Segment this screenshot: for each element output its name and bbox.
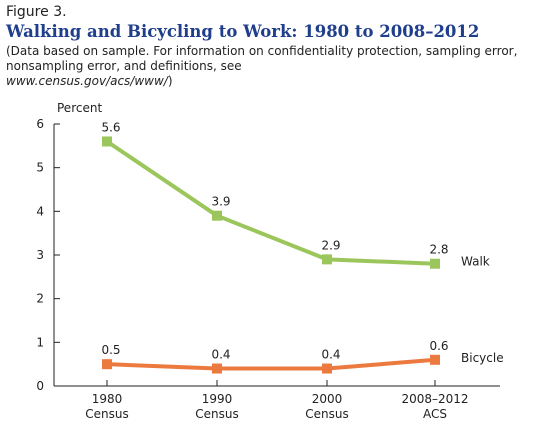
note-url[interactable]: www.census.gov/acs/www/ bbox=[6, 74, 168, 88]
x-tick-label: Census bbox=[195, 407, 238, 421]
y-tick-label: 6 bbox=[36, 117, 44, 131]
y-tick-label: 0 bbox=[36, 379, 44, 393]
note-text: (Data based on sample. For information o… bbox=[6, 44, 518, 73]
data-point bbox=[212, 363, 222, 374]
legend-bicycle: Bicycle bbox=[461, 351, 504, 365]
data-point bbox=[102, 136, 112, 147]
data-label: 2.9 bbox=[321, 238, 340, 252]
series-line-walk bbox=[105, 139, 436, 266]
data-label: 0.4 bbox=[211, 348, 230, 362]
y-tick-label: 1 bbox=[36, 335, 44, 349]
x-tick-label: 2000 bbox=[312, 392, 343, 406]
x-tick-label: 2008–2012 bbox=[401, 392, 468, 406]
data-point bbox=[322, 254, 332, 265]
data-label: 0.6 bbox=[429, 339, 448, 353]
data-label: 0.5 bbox=[101, 343, 120, 357]
series-line-bicycle bbox=[106, 357, 436, 371]
data-point bbox=[322, 363, 332, 374]
data-point bbox=[430, 258, 440, 269]
chart-title: Walking and Bicycling to Work: 1980 to 2… bbox=[6, 22, 480, 41]
data-point bbox=[430, 354, 440, 365]
y-tick-label: 2 bbox=[36, 292, 44, 306]
x-tick-label: ACS bbox=[423, 407, 447, 421]
x-tick-label: 1990 bbox=[202, 392, 233, 406]
data-point bbox=[102, 359, 112, 370]
data-label: 0.4 bbox=[321, 348, 340, 362]
x-tick-label: Census bbox=[85, 407, 128, 421]
data-label: 5.6 bbox=[101, 120, 120, 134]
y-tick-label: 4 bbox=[36, 204, 44, 218]
data-label: 3.9 bbox=[211, 195, 230, 209]
y-tick-label: 3 bbox=[36, 248, 44, 262]
data-point bbox=[212, 210, 222, 221]
note-close: ) bbox=[167, 74, 173, 88]
x-tick-label: Census bbox=[305, 407, 348, 421]
x-tick-label: 1980 bbox=[92, 392, 123, 406]
data-label: 2.8 bbox=[429, 243, 448, 257]
y-axis-label: Percent bbox=[57, 101, 102, 115]
chart-note: (Data based on sample. For information o… bbox=[6, 44, 526, 89]
figure-label: Figure 3. bbox=[6, 4, 67, 20]
y-tick-label: 5 bbox=[36, 161, 44, 175]
legend-walk: Walk bbox=[461, 255, 490, 269]
